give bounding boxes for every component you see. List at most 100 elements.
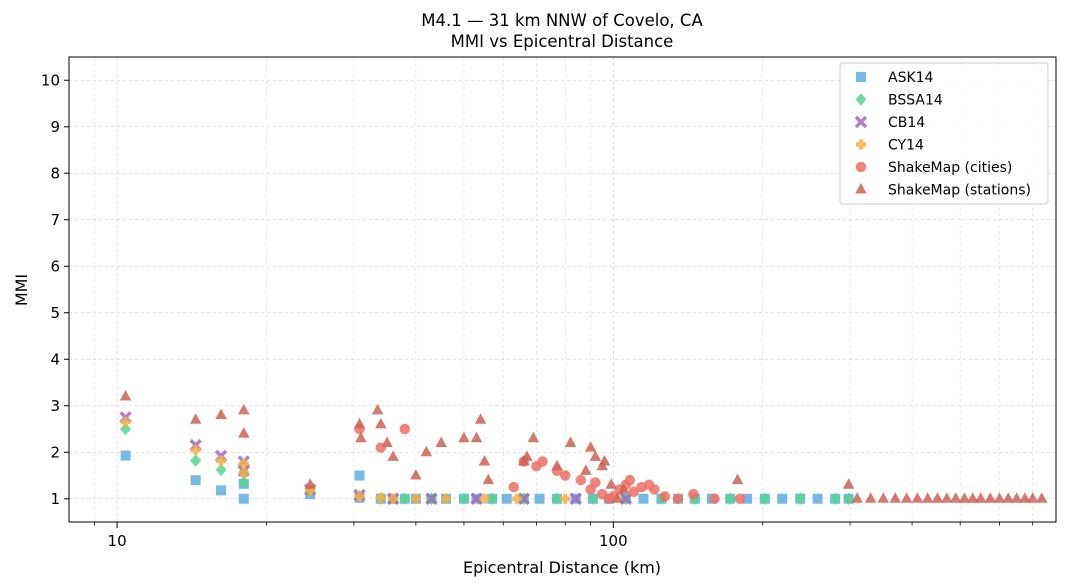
point-shakemap-stations: [551, 459, 563, 471]
point-shakemap-stations: [1010, 492, 1023, 503]
point-shakemap-cities: [537, 456, 548, 467]
point-bssa14: [724, 492, 736, 505]
point-shakemap-stations: [877, 492, 890, 503]
point-shakemap-cities: [688, 488, 699, 500]
legend-box: [839, 62, 1049, 205]
y-tick-label: 1: [50, 490, 60, 508]
point-cy14: [512, 493, 523, 504]
point-shakemap-stations: [435, 436, 447, 447]
point-shakemap-cities: [628, 486, 640, 498]
point-shakemap-stations: [1035, 492, 1048, 503]
point-shakemap-stations: [900, 492, 913, 503]
point-shakemap-stations: [474, 413, 487, 424]
legend-marker-shakemap-cities: [855, 161, 867, 173]
point-shakemap-stations: [974, 492, 987, 503]
point-cy14: [560, 493, 571, 504]
point-shakemap-stations: [966, 492, 979, 503]
point-cy14: [388, 493, 399, 504]
plot-frame: [68, 56, 1057, 523]
point-shakemap-stations: [598, 455, 611, 466]
point-bssa14: [120, 422, 132, 436]
y-tick-label: 3: [50, 397, 60, 415]
point-shakemap-stations: [355, 431, 367, 443]
point-shakemap-stations: [304, 478, 316, 489]
point-ask14: [638, 493, 649, 504]
point-ask14: [354, 470, 365, 481]
x-tick-label: 100: [599, 532, 628, 550]
point-shakemap-stations: [864, 492, 877, 503]
point-cy14: [238, 458, 249, 469]
legend-label-cb14: CB14: [888, 115, 925, 131]
point-shakemap-stations: [527, 431, 540, 443]
point-bssa14: [759, 492, 771, 505]
point-shakemap-cities: [590, 477, 601, 488]
legend-label-ask14: ASK14: [888, 70, 934, 86]
point-shakemap-cities: [709, 493, 720, 504]
point-shakemap-stations: [371, 403, 384, 415]
point-shakemap-stations: [889, 492, 902, 503]
legend-label-bssa14: BSSA14: [888, 93, 943, 109]
axes: 1 2 3 4 5 6 7 8 9 10 10 100: [41, 71, 1034, 550]
y-tick-label: 9: [50, 118, 60, 136]
point-bssa14: [551, 492, 563, 505]
point-shakemap-stations: [731, 473, 744, 485]
point-bssa14: [215, 463, 227, 477]
point-cy14: [216, 455, 227, 466]
point-shakemap-stations: [521, 450, 533, 461]
legend-label-shakemap-stations: ShakeMap (stations): [888, 183, 1031, 199]
point-bssa14: [458, 492, 470, 505]
point-shakemap-cities: [624, 474, 636, 486]
point-shakemap-stations: [921, 492, 934, 503]
legend-label-cy14: CY14: [888, 138, 924, 154]
chart-title: M4.1 — 31 km NNW of Covelo, CA: [421, 11, 703, 30]
point-bssa14: [486, 492, 498, 505]
point-shakemap-stations: [993, 492, 1006, 503]
point-shakemap-stations: [564, 436, 577, 447]
point-ask14: [534, 493, 545, 504]
y-tick-label: 10: [41, 71, 60, 89]
point-shakemap-stations: [950, 492, 962, 503]
point-shakemap-cities: [734, 493, 746, 504]
point-ask14: [120, 450, 131, 461]
point-shakemap-stations: [984, 492, 997, 503]
point-cy14: [410, 493, 421, 504]
point-shakemap-stations: [119, 389, 132, 401]
point-shakemap-stations: [238, 427, 250, 438]
point-cb14: [470, 492, 483, 505]
point-ask14: [216, 485, 227, 496]
point-bssa14: [587, 492, 599, 505]
point-cy14: [238, 468, 249, 479]
point-shakemap-stations: [958, 492, 971, 503]
point-bssa14: [829, 492, 841, 505]
point-shakemap-stations: [189, 413, 202, 424]
point-bssa14: [399, 492, 411, 505]
point-shakemap-stations: [842, 478, 855, 489]
point-shakemap-stations: [215, 408, 227, 420]
y-tick-label: 5: [50, 304, 60, 322]
point-shakemap-stations: [611, 492, 624, 503]
point-shakemap-stations: [1002, 492, 1015, 503]
point-shakemap-stations: [931, 492, 944, 503]
point-shakemap-stations: [458, 431, 470, 443]
chart-subtitle: MMI vs Epicentral Distance: [451, 32, 674, 51]
x-axis-label: Epicentral Distance (km): [463, 558, 661, 577]
legend-marker-cb14: [854, 115, 868, 129]
point-shakemap-stations: [580, 464, 592, 475]
point-cy14: [305, 485, 316, 496]
point-shakemap-stations: [482, 473, 495, 485]
legend-marker-ask14: [856, 72, 866, 82]
point-ask14: [190, 475, 201, 486]
legend-marker-cy14: [856, 139, 866, 150]
point-shakemap-stations: [353, 417, 366, 429]
point-shakemap-stations: [618, 482, 630, 494]
point-shakemap-cities: [508, 481, 519, 493]
point-shakemap-stations: [375, 417, 387, 429]
point-shakemap-stations: [420, 445, 433, 457]
point-shakemap-stations: [605, 478, 617, 489]
point-ask14: [742, 493, 753, 504]
y-tick-label: 4: [50, 350, 60, 368]
point-shakemap-stations: [941, 492, 953, 503]
point-shakemap-stations: [470, 431, 483, 443]
point-ask14: [238, 493, 249, 504]
legend-label-shakemap-cities: ShakeMap (cities): [888, 160, 1012, 176]
